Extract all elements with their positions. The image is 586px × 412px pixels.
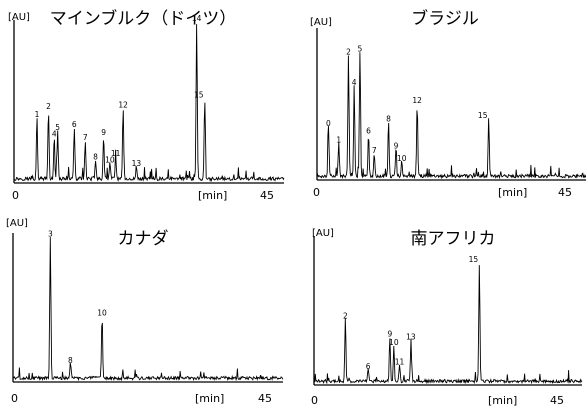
panel-title: マインブルク（ドイツ） [50, 8, 237, 29]
peak-label: 6 [72, 120, 77, 129]
peak-label: 12 [118, 100, 128, 109]
peak-label: 15 [194, 91, 204, 100]
y-axis-label: [AU] [6, 218, 28, 229]
peak-label: 5 [55, 123, 60, 132]
chromatogram-trace [316, 52, 586, 180]
peak-label: 7 [372, 146, 377, 155]
peak-label: 1 [336, 136, 341, 145]
peak-label: 7 [83, 133, 88, 142]
chromatogram-panel-3: カナダ [AU] 0 [min] 45 3 8 10 [6, 218, 284, 405]
x-tick-label: 0 [311, 394, 318, 407]
peak-label: 8 [93, 152, 98, 161]
peak-label: 4 [352, 78, 357, 87]
x-tick-label: 45 [258, 392, 272, 405]
peak-label: 14 [192, 14, 202, 23]
panel-title: ブラジル [411, 8, 479, 29]
peak-label: 10 [389, 338, 399, 347]
peak-label: 6 [366, 126, 371, 135]
chromatogram-trace [13, 24, 285, 183]
peak-label: 4 [52, 130, 57, 139]
x-axis-label: [min] [198, 189, 227, 202]
x-axis-label: [min] [498, 186, 527, 199]
x-tick-label: 0 [11, 392, 18, 405]
panel-title: 南アフリカ [411, 229, 496, 249]
x-axis-label: [min] [488, 394, 517, 407]
chromatogram-panel-4: 南アフリカ [AU] 0 [min] 45 2 6 910 11 13 15 [311, 228, 583, 407]
peak-label: 2 [346, 47, 351, 56]
peak-label: 10 [97, 308, 107, 317]
peak-label: 12 [412, 96, 422, 105]
peak-label: 0 [326, 119, 331, 128]
peak-label: 3 [48, 229, 53, 238]
x-tick-label: 45 [260, 189, 274, 202]
y-axis-label: [AU] [310, 17, 332, 28]
peak-label: 9 [387, 329, 392, 338]
peak-label: 2 [46, 102, 51, 111]
peak-label: 11 [111, 149, 121, 158]
peak-label: 11 [395, 358, 405, 367]
peak-label: 13 [132, 159, 142, 168]
x-axis-label: [min] [195, 392, 224, 405]
y-axis-label: [AU] [312, 228, 334, 239]
peak-label: 10 [105, 156, 115, 165]
peak-label: 1 [35, 110, 40, 119]
x-tick-label: 45 [550, 394, 564, 407]
chromatogram-trace [12, 237, 284, 382]
peak-label: 8 [386, 114, 391, 123]
chromatogram-trace [313, 265, 583, 385]
peak-label: 9 [101, 128, 106, 137]
peak-label: 13 [406, 332, 416, 341]
x-tick-label: 0 [313, 186, 320, 199]
peak-label: 10 [397, 154, 407, 163]
panel-title: カナダ [118, 229, 169, 249]
peak-label: 2 [343, 311, 348, 320]
peak-label: 9 [394, 142, 399, 151]
peak-label: 8 [68, 356, 73, 365]
y-axis-label: [AU] [8, 12, 30, 23]
x-tick-label: 45 [558, 186, 572, 199]
peak-label: 5 [358, 44, 363, 53]
peak-label: 15 [469, 255, 479, 264]
peak-label: 6 [366, 362, 371, 371]
x-tick-label: 0 [12, 189, 19, 202]
peak-label: 15 [478, 111, 488, 120]
